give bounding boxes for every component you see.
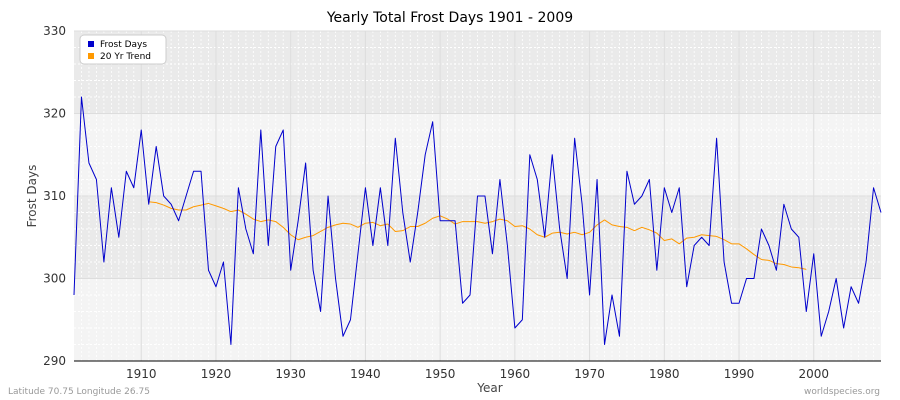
x-tick-label: 1970	[574, 367, 605, 381]
y-tick-label: 310	[43, 189, 66, 203]
legend-label-frost: Frost Days	[100, 40, 147, 50]
x-tick-label: 1940	[350, 367, 381, 381]
series-frost-line	[73, 96, 882, 345]
x-axis-label: Year	[476, 381, 502, 395]
y-tick-label: 330	[43, 24, 66, 38]
x-tick-label: 1980	[649, 367, 680, 381]
legend: Frost Days 20 Yr Trend	[79, 34, 167, 65]
y-tick-label: 320	[43, 107, 66, 121]
legend-box	[79, 34, 167, 65]
x-tick-label: 1990	[724, 367, 755, 381]
x-tick-label: 1960	[500, 367, 531, 381]
chart-title: Yearly Total Frost Days 1901 - 2009	[326, 10, 573, 26]
y-tick-label: 300	[43, 272, 66, 286]
x-tick-label: 1920	[201, 367, 232, 381]
trend-polyline	[148, 201, 807, 270]
legend-label-trend: 20 Yr Trend	[100, 52, 151, 62]
legend-swatch-trend	[88, 53, 94, 59]
x-tick-label: 1950	[425, 367, 456, 381]
frost-days-polyline	[73, 96, 882, 345]
x-tick-labels: 1910 1920 1930 1940 1950 1960 1970 1980 1990 2000	[126, 367, 829, 381]
x-tick-label: 1930	[275, 367, 306, 381]
x-tick-label: 1910	[126, 367, 157, 381]
y-axis-label: Frost Days	[25, 165, 39, 228]
y-tick-label: 290	[43, 354, 66, 368]
legend-swatch-frost	[88, 41, 94, 47]
footer-source: worldspecies.org	[804, 387, 880, 397]
series-trend-line	[148, 201, 807, 270]
x-tick-label: 2000	[798, 367, 829, 381]
y-tick-labels: 290 300 310 320 330	[43, 24, 66, 368]
footer-coordinates: Latitude 70.75 Longitude 26.75	[8, 387, 150, 397]
